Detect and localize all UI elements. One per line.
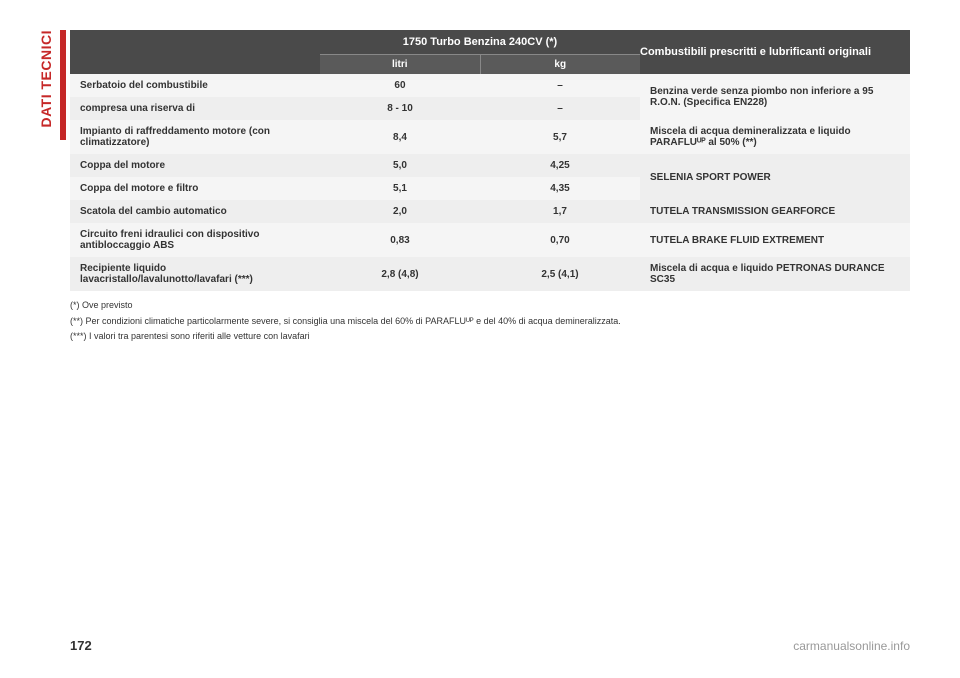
cell-desc: TUTELA TRANSMISSION GEARFORCE xyxy=(640,200,910,223)
cell-desc: SELENIA SPORT POWER xyxy=(640,154,910,200)
cell-litri: 8 - 10 xyxy=(320,97,480,120)
cell-label: Impianto di raffreddamento motore (con c… xyxy=(70,120,320,154)
header-col2-sub2: kg xyxy=(481,55,641,74)
page-number: 172 xyxy=(70,638,92,653)
footer-link: carmanualsonline.info xyxy=(793,639,910,653)
cell-litri: 2,0 xyxy=(320,200,480,223)
header-empty-cell xyxy=(70,30,320,74)
cell-litri: 8,4 xyxy=(320,120,480,154)
footnote-1: (*) Ove previsto xyxy=(70,299,910,313)
cell-desc: Miscela di acqua demineralizzata e liqui… xyxy=(640,120,910,154)
cell-litri: 60 xyxy=(320,74,480,97)
cell-litri: 5,1 xyxy=(320,177,480,200)
sidebar-label: DATI TECNICI xyxy=(38,30,54,128)
cell-kg: 4,25 xyxy=(480,154,640,177)
header-col2-sub1: litri xyxy=(320,55,481,74)
cell-label: compresa una riserva di xyxy=(70,97,320,120)
table-row: Impianto di raffreddamento motore (con c… xyxy=(70,120,910,154)
cell-desc: Miscela di acqua e liquido PETRONAS DURA… xyxy=(640,257,910,291)
cell-kg: 5,7 xyxy=(480,120,640,154)
cell-label: Recipiente liquido lavacristallo/lavalun… xyxy=(70,257,320,291)
cell-kg: 2,5 (4,1) xyxy=(480,257,640,291)
cell-litri: 0,83 xyxy=(320,223,480,257)
header-col2-title: 1750 Turbo Benzina 240CV (*) xyxy=(320,30,640,55)
cell-kg: – xyxy=(480,97,640,120)
specifications-table: 1750 Turbo Benzina 240CV (*) litri kg Co… xyxy=(70,30,910,291)
table-row: Circuito freni idraulici con dispositivo… xyxy=(70,223,910,257)
cell-kg: 4,35 xyxy=(480,177,640,200)
cell-label: Scatola del cambio automatico xyxy=(70,200,320,223)
table-row: Recipiente liquido lavacristallo/lavalun… xyxy=(70,257,910,291)
sidebar-accent xyxy=(60,30,66,140)
table-row: Scatola del cambio automatico 2,0 1,7 TU… xyxy=(70,200,910,223)
cell-kg: – xyxy=(480,74,640,97)
table-row: Serbatoio del combustibile 60 – Benzina … xyxy=(70,74,910,97)
header-col2: 1750 Turbo Benzina 240CV (*) litri kg xyxy=(320,30,640,74)
cell-desc: Benzina verde senza piombo non inferiore… xyxy=(640,74,910,120)
header-col3: Combustibili prescritti e lubrificanti o… xyxy=(640,30,910,74)
cell-kg: 0,70 xyxy=(480,223,640,257)
cell-desc: TUTELA BRAKE FLUID EXTREMENT xyxy=(640,223,910,257)
cell-label: Coppa del motore xyxy=(70,154,320,177)
footnote-3: (***) I valori tra parentesi sono riferi… xyxy=(70,330,910,344)
cell-label: Serbatoio del combustibile xyxy=(70,74,320,97)
table-row: Coppa del motore 5,0 4,25 SELENIA SPORT … xyxy=(70,154,910,177)
cell-label: Coppa del motore e filtro xyxy=(70,177,320,200)
cell-litri: 5,0 xyxy=(320,154,480,177)
cell-kg: 1,7 xyxy=(480,200,640,223)
cell-label: Circuito freni idraulici con dispositivo… xyxy=(70,223,320,257)
cell-litri: 2,8 (4,8) xyxy=(320,257,480,291)
footnote-2: (**) Per condizioni climatiche particola… xyxy=(70,315,910,329)
footnotes: (*) Ove previsto (**) Per condizioni cli… xyxy=(70,299,910,344)
